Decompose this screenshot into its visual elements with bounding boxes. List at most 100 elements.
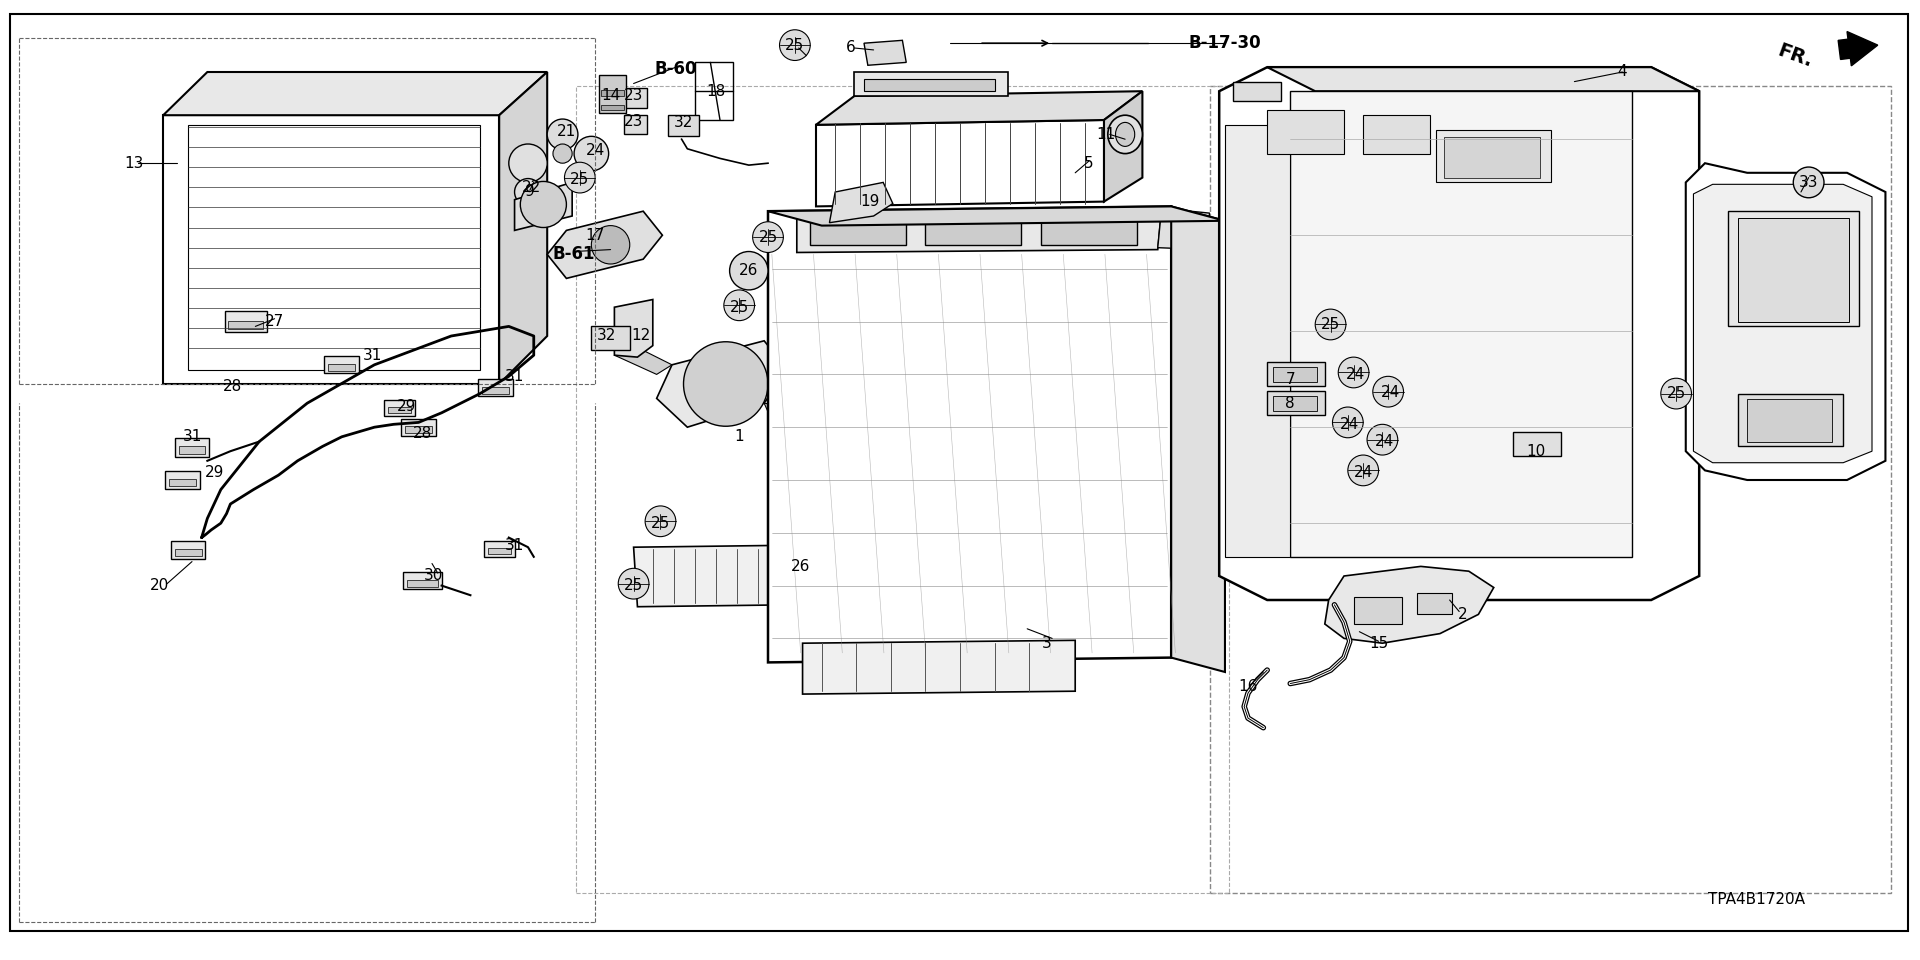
Polygon shape xyxy=(864,40,906,65)
Text: FR.: FR. xyxy=(1774,40,1816,71)
Polygon shape xyxy=(634,545,791,607)
Polygon shape xyxy=(657,341,787,427)
Circle shape xyxy=(1348,455,1379,486)
Bar xyxy=(1436,130,1551,182)
Bar xyxy=(576,86,1229,893)
Ellipse shape xyxy=(1116,122,1135,146)
Text: 25: 25 xyxy=(651,516,670,531)
Text: 13: 13 xyxy=(125,156,144,171)
Polygon shape xyxy=(515,182,572,230)
Text: 9: 9 xyxy=(524,184,536,200)
Circle shape xyxy=(1367,424,1398,455)
Text: 24: 24 xyxy=(1354,465,1373,480)
Text: 30: 30 xyxy=(424,568,444,584)
Text: 31: 31 xyxy=(363,348,382,363)
Bar xyxy=(407,580,438,587)
Text: 24: 24 xyxy=(1340,417,1359,432)
Text: 1: 1 xyxy=(733,429,745,444)
Text: 7: 7 xyxy=(1284,372,1296,387)
Text: 17: 17 xyxy=(586,228,605,243)
Text: B-60: B-60 xyxy=(655,60,697,78)
Bar xyxy=(324,356,359,373)
Bar xyxy=(228,321,263,329)
Text: 25: 25 xyxy=(758,229,778,245)
Polygon shape xyxy=(163,115,499,384)
Text: 29: 29 xyxy=(397,398,417,414)
Circle shape xyxy=(1373,376,1404,407)
Text: 24: 24 xyxy=(1380,385,1400,400)
Text: 24: 24 xyxy=(586,143,605,158)
Polygon shape xyxy=(816,91,1142,125)
Bar xyxy=(1417,593,1452,614)
Text: 32: 32 xyxy=(597,328,616,344)
Circle shape xyxy=(753,222,783,252)
Polygon shape xyxy=(768,206,1225,226)
Polygon shape xyxy=(768,206,1171,662)
Bar xyxy=(488,548,511,554)
Text: 22: 22 xyxy=(522,180,541,195)
Text: 26: 26 xyxy=(739,263,758,278)
Bar xyxy=(624,115,647,134)
Circle shape xyxy=(730,252,768,290)
Polygon shape xyxy=(1171,206,1225,672)
Text: 25: 25 xyxy=(570,172,589,187)
Bar xyxy=(225,311,267,332)
Text: 28: 28 xyxy=(413,426,432,442)
Bar xyxy=(1267,110,1344,154)
Bar xyxy=(810,218,906,245)
Bar xyxy=(1747,399,1832,442)
Polygon shape xyxy=(1693,184,1872,463)
Polygon shape xyxy=(1267,67,1699,91)
Bar xyxy=(175,549,202,556)
Text: 18: 18 xyxy=(707,84,726,99)
Text: 31: 31 xyxy=(505,538,524,553)
Polygon shape xyxy=(1158,208,1210,250)
Polygon shape xyxy=(1325,566,1494,643)
Circle shape xyxy=(684,342,768,426)
Bar xyxy=(668,115,699,136)
Text: 15: 15 xyxy=(1369,636,1388,651)
Bar xyxy=(1273,396,1317,411)
Text: 31: 31 xyxy=(182,429,202,444)
Polygon shape xyxy=(1290,91,1632,557)
Text: 3: 3 xyxy=(1041,636,1052,651)
Circle shape xyxy=(780,30,810,60)
Bar xyxy=(1444,137,1540,178)
Text: 24: 24 xyxy=(1346,367,1365,382)
Bar xyxy=(624,88,647,108)
Text: 23: 23 xyxy=(624,88,643,104)
Text: 28: 28 xyxy=(223,379,242,395)
Polygon shape xyxy=(1104,91,1142,202)
Polygon shape xyxy=(1686,163,1885,480)
Text: 16: 16 xyxy=(1238,679,1258,694)
Bar xyxy=(478,379,513,396)
Text: 29: 29 xyxy=(205,465,225,480)
Circle shape xyxy=(564,162,595,193)
Text: 20: 20 xyxy=(150,578,169,593)
Text: 8: 8 xyxy=(1284,396,1296,411)
Text: 25: 25 xyxy=(624,578,643,593)
Bar xyxy=(591,326,630,350)
Bar xyxy=(1738,394,1843,446)
Bar xyxy=(601,105,624,110)
Bar xyxy=(1273,367,1317,382)
Polygon shape xyxy=(163,72,547,115)
Bar xyxy=(484,541,515,557)
Polygon shape xyxy=(547,211,662,278)
Polygon shape xyxy=(614,300,653,357)
Bar xyxy=(1041,218,1137,245)
Bar xyxy=(925,218,1021,245)
Text: 12: 12 xyxy=(632,328,651,344)
Circle shape xyxy=(618,568,649,599)
Bar xyxy=(1267,391,1325,415)
Circle shape xyxy=(509,144,547,182)
Polygon shape xyxy=(816,120,1104,206)
Bar xyxy=(388,407,411,413)
Text: 24: 24 xyxy=(1375,434,1394,449)
Text: 19: 19 xyxy=(860,194,879,209)
Text: B-17-30: B-17-30 xyxy=(1188,35,1261,52)
Bar xyxy=(854,72,1008,96)
Bar xyxy=(601,90,624,96)
Bar xyxy=(403,572,442,589)
Bar xyxy=(405,426,432,433)
